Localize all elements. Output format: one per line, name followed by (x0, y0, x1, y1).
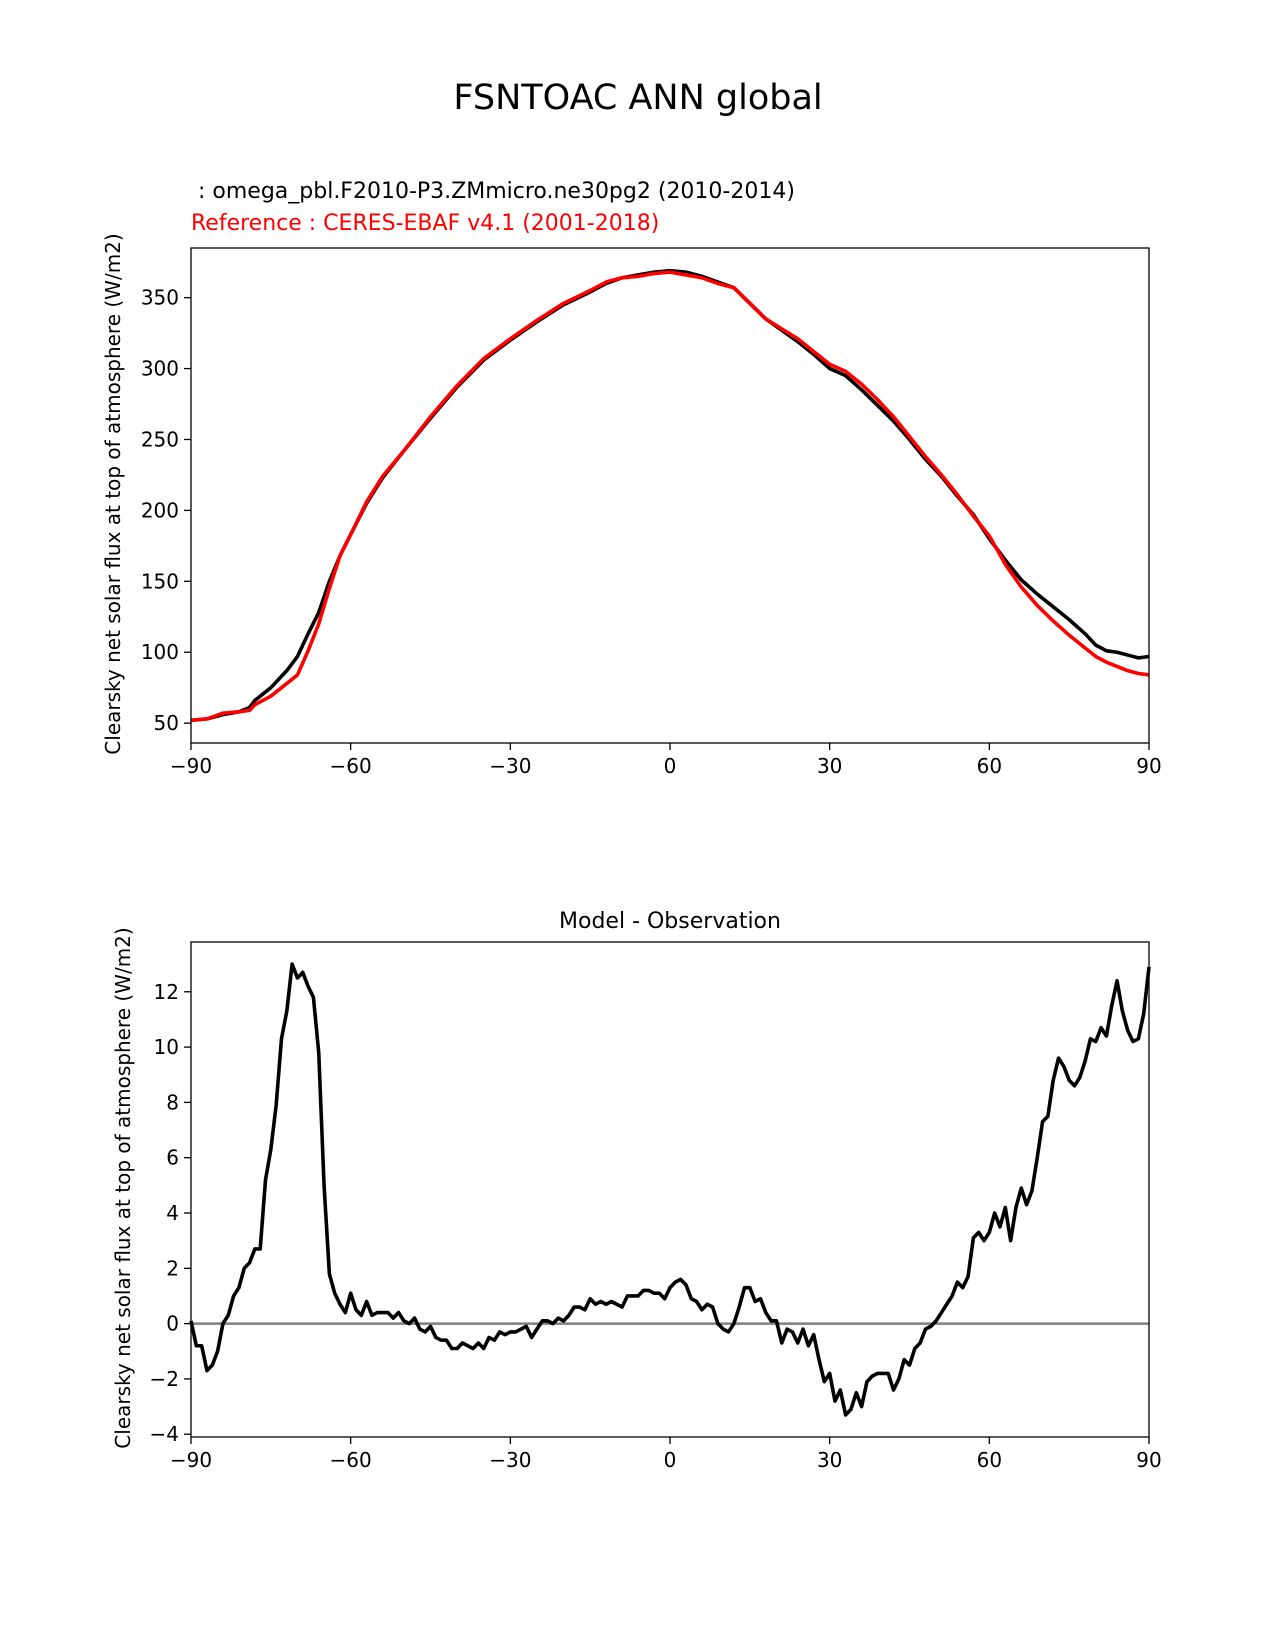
top-x-tick-label: −90 (170, 754, 212, 778)
bottom-plot-frame (190, 941, 1150, 1438)
top-x-tick-label: −60 (330, 754, 372, 778)
top-ticks: −90 −60 −30 0 30 60 90 50 100 150 200 250 300 350 (141, 286, 1162, 778)
top-lines (190, 268, 1150, 723)
top-y-tick-label: 100 (141, 640, 179, 664)
bottom-x-tick-label: −60 (330, 1448, 372, 1472)
bottom-y-tick-label: 12 (154, 980, 179, 1004)
top-x-tick-label: 30 (817, 754, 842, 778)
bottom-series-difference (189, 962, 1151, 1417)
top-y-tick-label: 150 (141, 569, 179, 593)
bottom-panel: Model - Observation Clearsky net solar f… (111, 909, 1162, 1472)
top-x-tick-label: 90 (1136, 754, 1161, 778)
bottom-ticks: −90 −60 −30 0 30 60 90 −4 −2 0 2 4 6 8 10 12 (150, 980, 1162, 1472)
bottom-x-tick-label: −90 (170, 1448, 212, 1472)
bottom-y-tick-label: 6 (166, 1146, 179, 1170)
top-y-tick-label: 300 (141, 357, 179, 381)
top-y-tick-label: 350 (141, 286, 179, 310)
test-title: : omega_pbl.F2010-P3.ZMmicro.ne30pg2 (20… (191, 179, 795, 204)
figure-title: FSNTOAC ANN global (453, 78, 822, 118)
top-panel: : omega_pbl.F2010-P3.ZMmicro.ne30pg2 (20… (101, 179, 1162, 778)
top-x-tick-label: −30 (489, 754, 531, 778)
top-y-tick-label: 200 (141, 498, 179, 522)
bottom-y-tick-label: 10 (154, 1035, 179, 1059)
difference-title: Model - Observation (559, 909, 781, 934)
top-x-tick-label: 60 (977, 754, 1002, 778)
bottom-y-tick-label: 0 (166, 1312, 179, 1336)
bottom-y-tick-label: −4 (150, 1422, 179, 1446)
reference-title: Reference : CERES-EBAF v4.1 (2001-2018) (191, 211, 659, 236)
bottom-y-tick-label: −2 (150, 1367, 179, 1391)
bottom-y-axis-label: Clearsky net solar flux at top of atmosp… (111, 927, 135, 1448)
bottom-y-tick-label: 2 (166, 1256, 179, 1280)
bottom-x-tick-label: 90 (1136, 1448, 1161, 1472)
bottom-x-tick-label: 0 (664, 1448, 677, 1472)
top-x-tick-label: 0 (664, 754, 677, 778)
top-y-tick-label: 50 (154, 711, 179, 735)
bottom-y-tick-label: 4 (166, 1201, 179, 1225)
top-y-axis-label: Clearsky net solar flux at top of atmosp… (101, 233, 125, 754)
bottom-x-tick-label: 30 (817, 1448, 842, 1472)
bottom-x-tick-label: −30 (489, 1448, 531, 1472)
bottom-lines (189, 962, 1151, 1417)
top-y-tick-label: 250 (141, 427, 179, 451)
bottom-y-tick-label: 8 (166, 1090, 179, 1114)
top-plot-frame (190, 247, 1150, 744)
top-series-reference (190, 270, 1150, 723)
bottom-x-tick-label: 60 (977, 1448, 1002, 1472)
